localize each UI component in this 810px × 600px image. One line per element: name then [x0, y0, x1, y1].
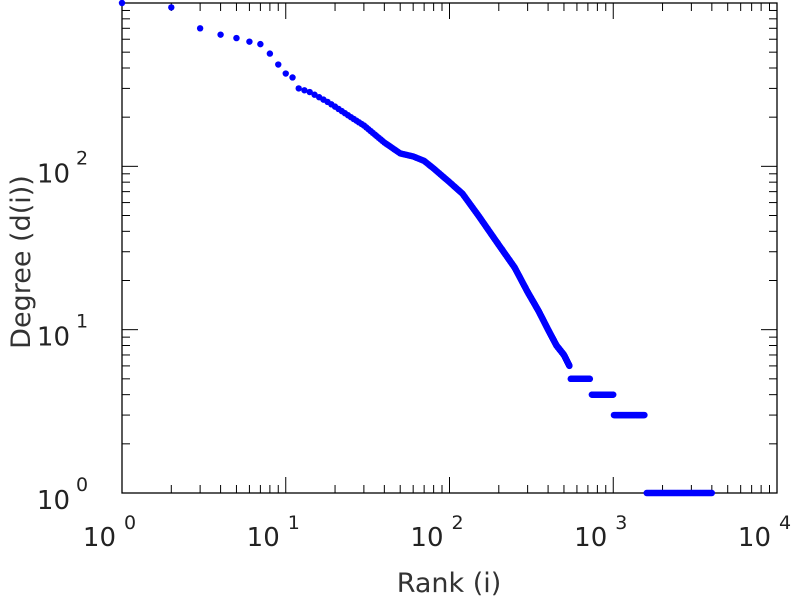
data-point: [275, 61, 282, 68]
data-point: [586, 375, 594, 383]
x-tick-exponent: 4: [779, 512, 791, 534]
y-tick-label: 10: [37, 486, 70, 516]
data-point: [118, 0, 126, 7]
y-tick-label: 10: [37, 323, 70, 353]
x-tick-label: 10: [738, 523, 771, 553]
data-point: [708, 489, 716, 497]
data-point: [233, 34, 240, 42]
y-tick-exponent: 2: [76, 147, 88, 169]
x-tick-label: 10: [247, 523, 280, 553]
y-tick-label: 10: [37, 159, 70, 189]
y-axis-label: Degree (d(i)): [6, 175, 37, 349]
x-tick-exponent: 3: [615, 512, 627, 534]
axis-ticks: [121, 3, 777, 494]
data-point: [641, 411, 648, 419]
x-tick-label: 10: [574, 523, 607, 553]
data-point: [610, 391, 617, 398]
plot-frame: [121, 2, 778, 494]
data-points: [118, 0, 716, 497]
data-point: [246, 38, 253, 45]
tick-labels: 10 0 10 1 10 2 10 3 10 4 10 0 10 1 10 2: [37, 147, 791, 553]
x-tick-label: 10: [410, 523, 443, 553]
data-point: [257, 40, 264, 48]
y-tick-exponent: 1: [76, 311, 88, 333]
x-tick-exponent: 1: [288, 512, 300, 534]
data-point: [301, 87, 308, 94]
y-tick-exponent: 0: [76, 474, 88, 496]
x-tick-exponent: 2: [452, 512, 464, 534]
data-point: [295, 85, 302, 92]
data-point: [306, 88, 313, 96]
data-point: [566, 362, 573, 370]
data-point: [196, 25, 204, 32]
data-point: [266, 50, 274, 57]
x-tick-label: 10: [83, 523, 116, 553]
data-point: [289, 74, 296, 81]
x-tick-exponent: 0: [124, 512, 136, 534]
data-point: [282, 70, 289, 77]
data-point: [217, 31, 224, 38]
x-axis-label: Rank (i): [397, 568, 502, 599]
data-point: [168, 4, 175, 11]
